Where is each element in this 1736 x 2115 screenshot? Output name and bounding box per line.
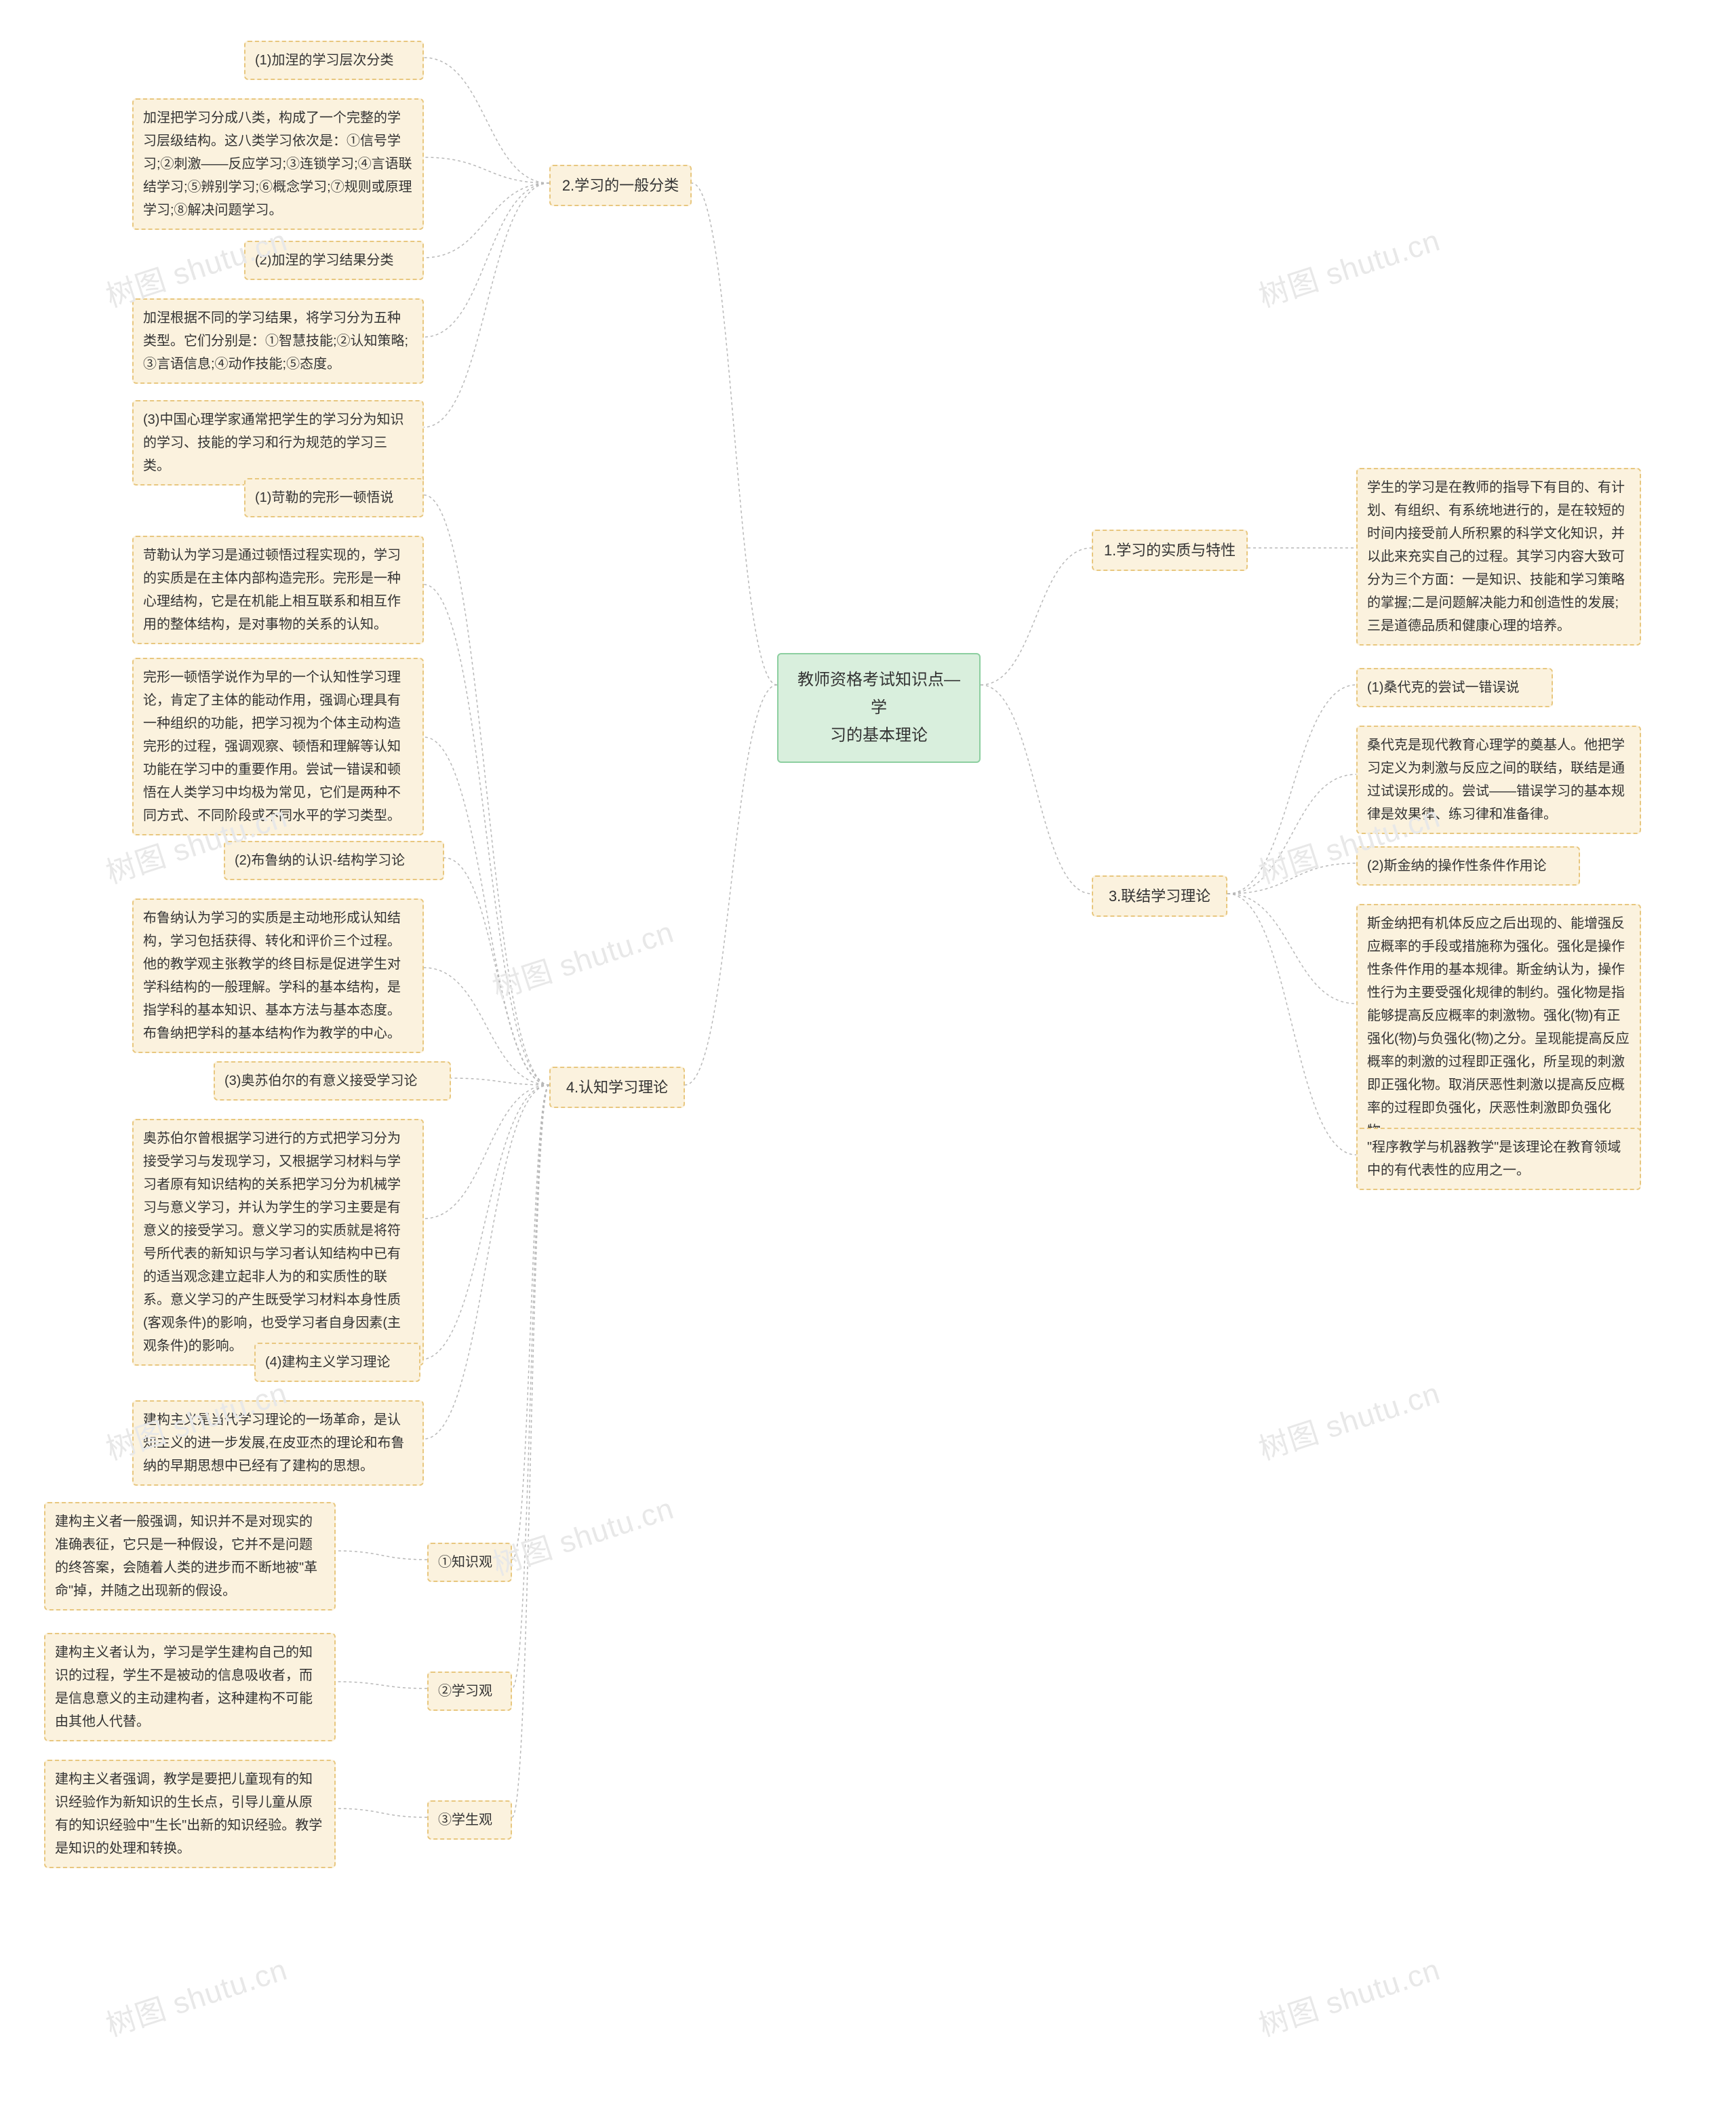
mindmap-canvas: { "colors": { "root_bg": "#D9EFDD", "roo… [0, 0, 1736, 2115]
leaf-node: (2)斯金纳的操作性条件作用论 [1356, 846, 1580, 886]
watermark-text: 树图 shutu.cn [1252, 1945, 1445, 2045]
leaf-node: 学生的学习是在教师的指导下有目的、有计划、有组织、有系统地进行的，是在较短的时间… [1356, 468, 1641, 646]
watermark-text: 树图 shutu.cn [100, 1945, 292, 2045]
leaf-node: 加涅把学习分成八类，构成了一个完整的学习层级结构。这八类学习依次是：①信号学习;… [132, 98, 424, 230]
leaf-node: (1)苛勒的完形一顿悟说 [244, 478, 424, 517]
leaf-node: ①知识观 [427, 1543, 512, 1582]
leaf-node: (1)加涅的学习层次分类 [244, 41, 424, 80]
root-node: 教师资格考试知识点—学习的基本理论 [777, 653, 981, 763]
leaf-node: 苛勒认为学习是通过顿悟过程实现的，学习的实质是在主体内部构造完形。完形是一种心理… [132, 536, 424, 644]
branch-node-b3: 3.联结学习理论 [1092, 875, 1227, 917]
leaf-node: (3)奥苏伯尔的有意义接受学习论 [214, 1061, 451, 1101]
leaf-node: 完形一顿悟学说作为早的一个认知性学习理论，肯定了主体的能动作用，强调心理具有一种… [132, 658, 424, 835]
leaf-node: ③学生观 [427, 1800, 512, 1840]
leaf-node: ②学习观 [427, 1672, 512, 1711]
leaf-node: 奥苏伯尔曾根据学习进行的方式把学习分为接受学习与发现学习，又根据学习材料与学习者… [132, 1119, 424, 1366]
watermark-text: 树图 shutu.cn [486, 908, 679, 1008]
branch-node-b2: 2.学习的一般分类 [549, 165, 692, 206]
leaf-node: 建构主义者强调，教学是要把儿童现有的知识经验作为新知识的生长点，引导儿童从原有的… [44, 1760, 336, 1868]
leaf-node: "程序教学与机器教学"是该理论在教育领域中的有代表性的应用之一。 [1356, 1128, 1641, 1190]
leaf-node: 斯金纳把有机体反应之后出现的、能增强反应概率的手段或措施称为强化。强化是操作性条… [1356, 904, 1641, 1151]
branch-node-b4: 4.认知学习理论 [549, 1067, 685, 1108]
leaf-node: 建构主义者认为，学习是学生建构自己的知识的过程，学生不是被动的信息吸收者，而是信… [44, 1633, 336, 1741]
watermark-text: 树图 shutu.cn [486, 1484, 679, 1584]
watermark-text: 树图 shutu.cn [1252, 1369, 1445, 1469]
leaf-node: 建构主义者一般强调，知识并不是对现实的准确表征，它只是一种假设，它并不是问题的终… [44, 1502, 336, 1610]
leaf-node: (3)中国心理学家通常把学生的学习分为知识的学习、技能的学习和行为规范的学习三类… [132, 400, 424, 486]
watermark-text: 树图 shutu.cn [1252, 216, 1445, 316]
leaf-node: 加涅根据不同的学习结果，将学习分为五种类型。它们分别是：①智慧技能;②认知策略;… [132, 298, 424, 384]
leaf-node: 布鲁纳认为学习的实质是主动地形成认知结构，学习包括获得、转化和评价三个过程。他的… [132, 898, 424, 1053]
leaf-node: (2)布鲁纳的认识-结构学习论 [224, 841, 444, 880]
leaf-node: (2)加涅的学习结果分类 [244, 241, 424, 280]
leaf-node: 桑代克是现代教育心理学的奠基人。他把学习定义为刺激与反应之间的联结，联结是通过试… [1356, 726, 1641, 834]
branch-node-b1: 1.学习的实质与特性 [1092, 530, 1248, 571]
leaf-node: (4)建构主义学习理论 [254, 1343, 420, 1382]
leaf-node: 建构主义是当代学习理论的一场革命，是认知主义的进一步发展,在皮亚杰的理论和布鲁纳… [132, 1400, 424, 1486]
leaf-node: (1)桑代克的尝试一错误说 [1356, 668, 1553, 707]
